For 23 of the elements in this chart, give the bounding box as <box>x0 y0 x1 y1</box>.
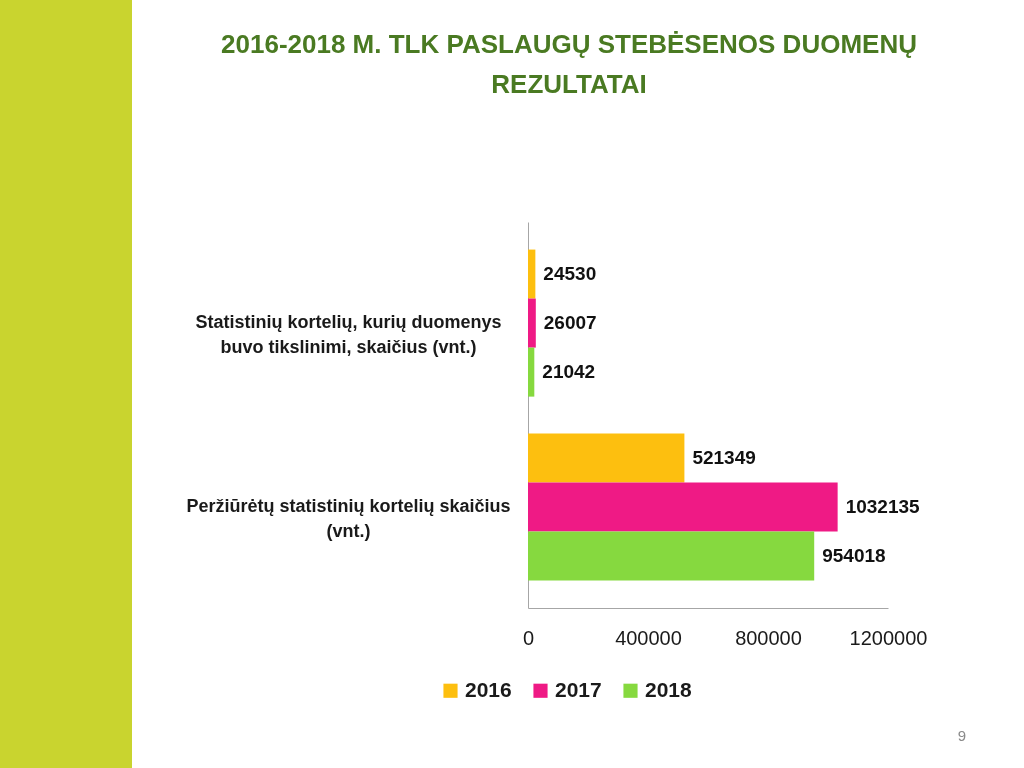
data-label: 521349 <box>692 446 756 468</box>
y-tick-label: Statistinių kortelių, kurių duomenys buvo tikslinimi, skaičius (vnt.) <box>195 312 502 358</box>
bar <box>528 531 815 581</box>
data-label: 1032135 <box>845 495 921 517</box>
data-label: 954018 <box>822 544 886 566</box>
x-tick-label: 800000 <box>735 626 802 649</box>
bar <box>528 298 536 348</box>
legend-label: 2017 <box>555 677 602 701</box>
bar <box>528 249 536 299</box>
y-tick-label: Peržiūrėtų statistinių kortelių skaičius (vnt.) <box>186 495 511 541</box>
data-label: 21042 <box>542 361 596 383</box>
data-label: 26007 <box>543 312 597 334</box>
bar <box>528 482 838 532</box>
x-tick-label: 0 <box>522 626 535 649</box>
data-label: 24530 <box>543 263 597 285</box>
legend-label: 2016 <box>465 677 512 701</box>
chart-title: 2016-2018 M. TLK PASLAUGŲ STEBĖSENOS DUOMENŲ REZULTATAI <box>221 29 917 99</box>
x-tick-label: 1200000 <box>849 626 928 649</box>
bar <box>528 347 535 397</box>
text: 9 <box>957 727 966 744</box>
bar <box>528 433 685 483</box>
x-tick-label: 400000 <box>615 626 682 649</box>
legend-label: 2018 <box>645 677 693 701</box>
